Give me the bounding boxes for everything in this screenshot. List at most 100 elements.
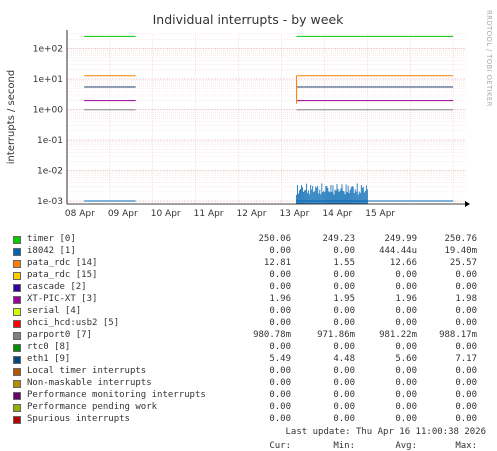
legend-label: pata_rdc [15] — [27, 270, 98, 280]
legend-value-avg: 0.00 — [395, 366, 417, 376]
legend-value-cur: 12.81 — [263, 258, 291, 268]
legend-value-max: 250.76 — [444, 234, 477, 244]
legend-value-max: 0.00 — [455, 306, 477, 316]
legend-value-avg: 0.00 — [395, 282, 417, 292]
legend-label: parport0 [7] — [27, 330, 93, 340]
legend-value-min: 0.00 — [333, 378, 355, 388]
legend-row: Performance monitoring interrupts 0.00 0.0… — [0, 390, 497, 402]
legend-swatch — [13, 284, 21, 292]
legend-swatch — [13, 260, 21, 268]
x-tick-label: 08 Apr — [65, 209, 95, 219]
legend-value-max: 0.00 — [455, 390, 477, 400]
legend-label: i8042 [1] — [27, 246, 76, 256]
legend-value-max: 988.17m — [439, 330, 477, 340]
legend-value-cur: 250.06 — [258, 234, 291, 244]
legend-row: eth1 [9] 5.49 4.48 5.60 7.17 — [0, 354, 497, 366]
legend-value-min: 0.00 — [333, 282, 355, 292]
legend-value-cur: 0.00 — [269, 270, 291, 280]
legend-row: Performance pending work 0.00 0.00 0.00 0.00 — [0, 402, 497, 414]
legend-label: Non-maskable interrupts — [27, 378, 152, 388]
legend-header-avg: Avg: — [395, 441, 417, 451]
x-tick-label: 15 Apr — [365, 209, 395, 219]
legend-row: pata_rdc [14] 12.81 1.55 12.66 25.57 — [0, 258, 497, 270]
y-tick-label: 1e+02 — [33, 45, 63, 55]
x-tick-label: 10 Apr — [151, 209, 181, 219]
legend-row: i8042 [1] 0.00 0.00 444.44u 19.40m — [0, 246, 497, 258]
legend-label: pata_rdc [14] — [27, 258, 98, 268]
legend-value-cur: 980.78m — [253, 330, 291, 340]
legend-value-cur: 1.96 — [269, 294, 291, 304]
legend-row: Non-maskable interrupts 0.00 0.00 0.00 0.00 — [0, 378, 497, 390]
legend-swatch — [13, 272, 21, 280]
chart-canvas: Individual interrupts - by week RRDTOOL … — [6, 10, 493, 219]
legend-label: rtc0 [8] — [27, 342, 71, 352]
legend-swatch — [13, 236, 21, 244]
legend-value-cur: 5.49 — [269, 354, 291, 364]
legend-value-max: 0.00 — [455, 270, 477, 280]
legend-swatch — [13, 368, 21, 376]
legend-value-max: 0.00 — [455, 366, 477, 376]
plot-background — [67, 34, 466, 204]
legend-row: ohci_hcd:usb2 [5] 0.00 0.00 0.00 0.00 — [0, 318, 497, 330]
y-tick-label: 1e-01 — [37, 136, 63, 146]
x-tick-label: 14 Apr — [322, 209, 352, 219]
x-tick-label: 11 Apr — [194, 209, 224, 219]
x-axis-arrow — [465, 201, 470, 207]
legend-swatch — [13, 380, 21, 388]
legend-value-max: 0.00 — [455, 282, 477, 292]
legend-label: eth1 [9] — [27, 354, 71, 364]
legend-row: pata_rdc [15] 0.00 0.00 0.00 0.00 — [0, 270, 497, 282]
legend-swatch — [13, 416, 21, 424]
y-axis-label: interrupts / second — [6, 70, 17, 164]
legend-header-cur: Cur: — [269, 441, 291, 451]
legend-swatch — [13, 332, 21, 340]
legend-value-min: 0.00 — [333, 402, 355, 412]
legend-value-cur: 0.00 — [269, 414, 291, 424]
legend-value-max: 0.00 — [455, 378, 477, 388]
legend-value-avg: 249.99 — [384, 234, 417, 244]
legend-value-avg: 0.00 — [395, 270, 417, 280]
legend-value-max: 0.00 — [455, 318, 477, 328]
legend-value-avg: 5.60 — [395, 354, 417, 364]
legend-label: serial [4] — [27, 306, 82, 316]
legend-row: Spurious interrupts 0.00 0.00 0.00 0.00 — [0, 414, 497, 426]
legend-swatch — [13, 404, 21, 412]
legend-value-cur: 0.00 — [269, 378, 291, 388]
legend-value-min: 1.95 — [333, 294, 355, 304]
chart-title: Individual interrupts - by week — [153, 12, 345, 27]
legend-row: serial [4] 0.00 0.00 0.00 0.00 — [0, 306, 497, 318]
legend-label: Performance pending work — [27, 402, 158, 412]
legend-value-max: 1.98 — [455, 294, 477, 304]
legend-label: ohci_hcd:usb2 [5] — [27, 318, 120, 328]
legend-value-cur: 0.00 — [269, 318, 291, 328]
legend-value-avg: 1.96 — [395, 294, 417, 304]
legend-value-min: 0.00 — [333, 306, 355, 316]
legend-row: cascade [2] 0.00 0.00 0.00 0.00 — [0, 282, 497, 294]
y-tick-label: 1e+01 — [33, 75, 63, 85]
legend-value-max: 0.00 — [455, 342, 477, 352]
legend-value-cur: 0.00 — [269, 306, 291, 316]
legend-value-cur: 0.00 — [269, 282, 291, 292]
legend-value-avg: 0.00 — [395, 306, 417, 316]
legend-value-cur: 0.00 — [269, 246, 291, 256]
legend-swatch — [13, 296, 21, 304]
legend-swatch — [13, 356, 21, 364]
legend-value-min: 0.00 — [333, 270, 355, 280]
legend-value-cur: 0.00 — [269, 390, 291, 400]
legend-value-min: 971.86m — [317, 330, 355, 340]
legend-row: rtc0 [8] 0.00 0.00 0.00 0.00 — [0, 342, 497, 354]
legend-swatch — [13, 308, 21, 316]
legend-swatch — [13, 320, 21, 328]
plot-area: 1e-03 1e-02 1e-01 1e+00 1e+01 1e+02 08 Apr 09 A… — [33, 30, 470, 219]
legend-swatch — [13, 248, 21, 256]
y-tick-label: 1e-02 — [37, 167, 63, 177]
legend-label: Spurious interrupts — [27, 414, 130, 424]
x-tick-label: 09 Apr — [108, 209, 138, 219]
legend-value-avg: 444.44u — [379, 246, 417, 256]
legend-value-min: 0.00 — [333, 246, 355, 256]
x-tick-label: 12 Apr — [237, 209, 267, 219]
legend-label: Performance monitoring interrupts — [27, 390, 206, 400]
legend-value-cur: 0.00 — [269, 402, 291, 412]
legend-value-min: 0.00 — [333, 318, 355, 328]
legend-value-min: 0.00 — [333, 366, 355, 376]
